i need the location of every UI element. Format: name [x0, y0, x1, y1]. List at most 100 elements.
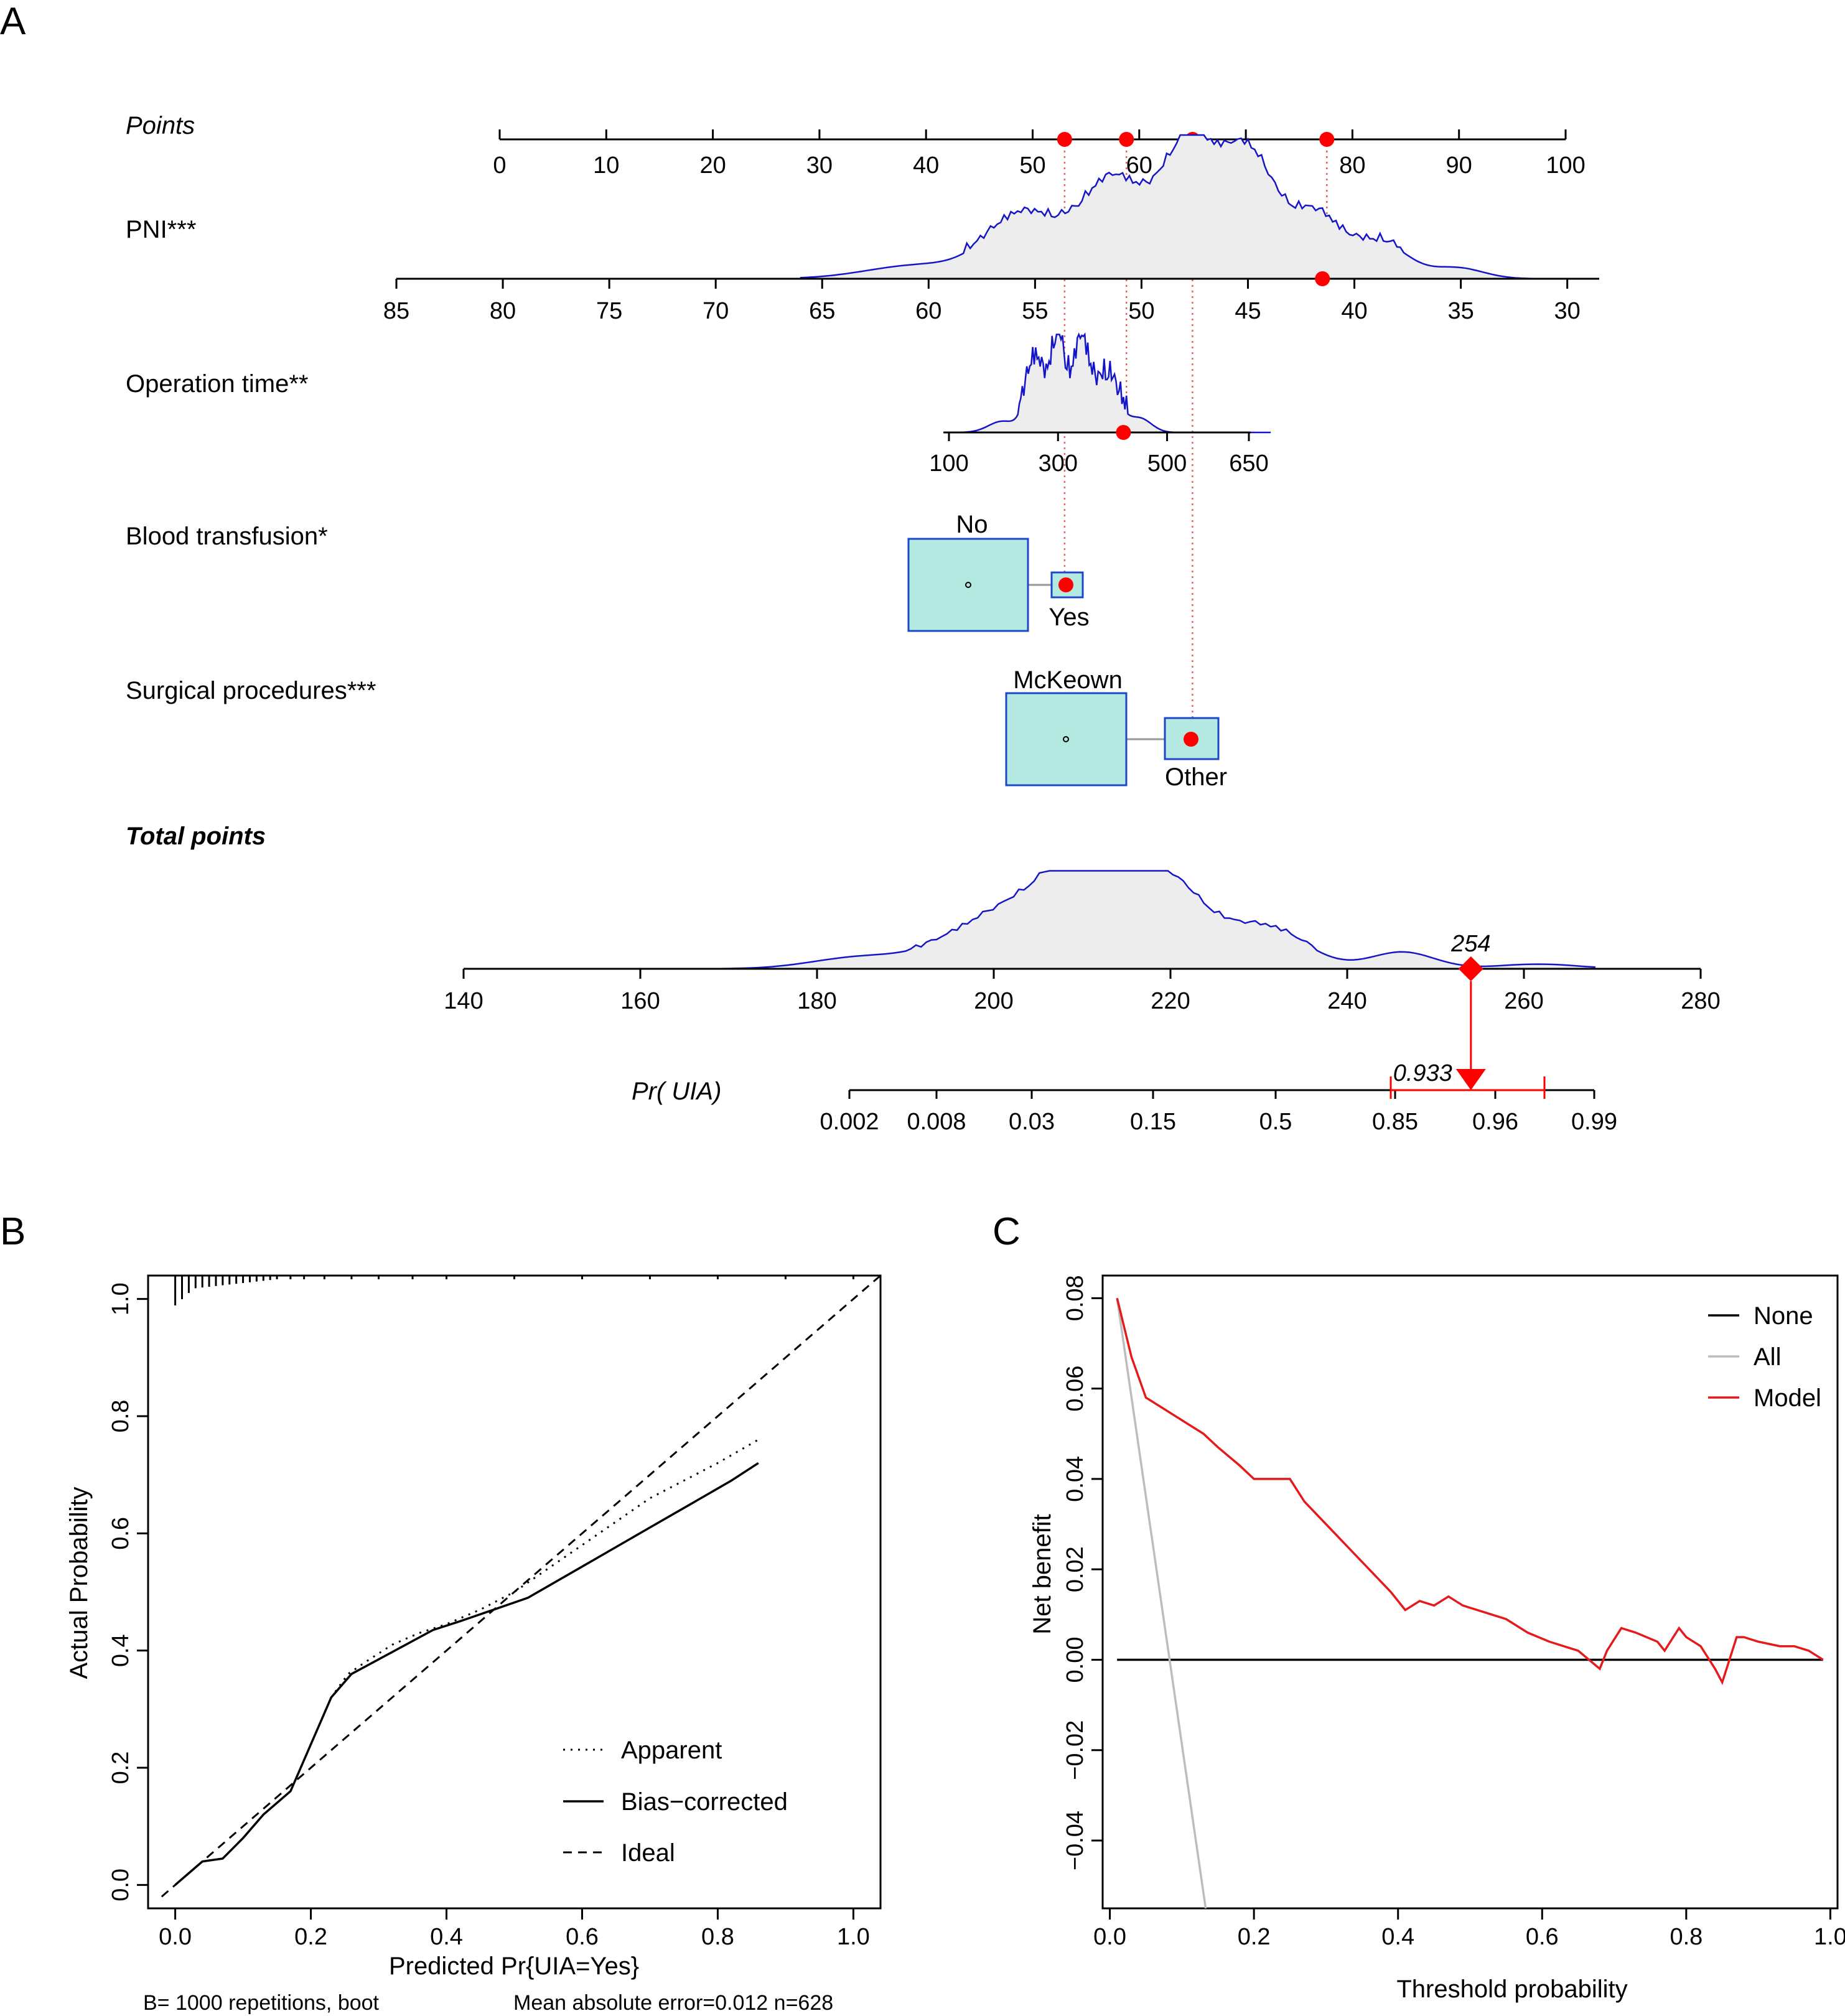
dca-y-tick-label: 0.02: [1062, 1546, 1088, 1592]
prob-tick-label: 0.99: [1571, 1109, 1617, 1135]
total-points-marker: [1458, 956, 1483, 981]
op-time-tick-label: 650: [1229, 450, 1268, 477]
surgery-marker: [1184, 732, 1198, 747]
total-points-tick-label: 200: [974, 988, 1013, 1014]
calibration-x-tick-label: 1.0: [837, 1924, 870, 1950]
legend-apparent-text: Apparent: [621, 1737, 722, 1764]
points-axis: 0102030405060708090100: [493, 129, 1586, 179]
dca-y-tick-label: 0.04: [1062, 1456, 1088, 1502]
blood-transfusion-boxes: No Yes: [907, 511, 1090, 632]
pni-tick-label: 85: [383, 298, 409, 324]
total-points-label: Total points: [126, 823, 266, 850]
points-marker: [1319, 132, 1335, 147]
dca-y-label: Net benefit: [1029, 1514, 1056, 1634]
pni-tick-label: 30: [1554, 298, 1581, 324]
legend-none-text: None: [1754, 1302, 1813, 1330]
surgery-label: Surgical procedures***: [126, 677, 376, 704]
panel-label-a: A: [0, 0, 26, 43]
total-points-value: 254: [1450, 931, 1490, 957]
dca-y-tick-label: 0.06: [1062, 1366, 1088, 1412]
calibration-x-tick-label: 0.6: [566, 1924, 599, 1950]
op-time-marker: [1116, 425, 1131, 440]
pni-tick-label: 65: [809, 298, 835, 324]
dca-x-label: Threshold probability: [1396, 1976, 1627, 2003]
prob-value: 0.933: [1393, 1060, 1452, 1086]
calibration-x-label: Predicted Pr{UIA=Yes}: [389, 1953, 639, 1980]
pni-tick-label: 75: [596, 298, 622, 324]
points-tick-label: 40: [913, 152, 939, 179]
blood-label: Blood transfusion*: [126, 523, 328, 550]
op-time-label: Operation time**: [126, 370, 308, 398]
calibration-series-ideal: [161, 1274, 881, 1898]
calibration-series-bias-corrected: [174, 1462, 759, 1886]
dca-x-tick-label: 1.0: [1814, 1924, 1845, 1950]
op-time-tick-label: 300: [1039, 450, 1078, 477]
points-tick-label: 50: [1019, 152, 1045, 179]
total-points-tick-label: 220: [1151, 988, 1190, 1014]
points-tick-label: 10: [593, 152, 619, 179]
surgery-other-box: [1164, 717, 1220, 760]
dca-x-tick-label: 0.2: [1238, 1924, 1271, 1950]
pni-marker: [1315, 271, 1330, 286]
points-tick-label: 30: [806, 152, 833, 179]
dca-y-tick-label: −0.02: [1062, 1720, 1088, 1780]
points-tick-label: 80: [1339, 152, 1365, 179]
total-points-tick-label: 180: [797, 988, 836, 1014]
dca-y-tick-label: 0.00: [1062, 1636, 1088, 1682]
prob-tick-label: 0.03: [1009, 1109, 1055, 1135]
op-time-density: [943, 332, 1271, 434]
op-time-tick-label: 500: [1147, 450, 1187, 477]
panel-label-c: C: [993, 1210, 1021, 1253]
points-tick-label: 90: [1446, 152, 1472, 179]
pni-tick-label: 70: [703, 298, 729, 324]
points-label: Points: [126, 112, 195, 139]
points-tick-label: 60: [1126, 152, 1152, 179]
calibration-y-tick-label: 0.8: [108, 1400, 134, 1433]
dca-legend: None All Model: [1708, 1302, 1821, 1412]
prob-tick-label: 0.96: [1472, 1109, 1518, 1135]
panel-label-b: B: [0, 1210, 26, 1253]
points-tick-label: 0: [493, 152, 506, 179]
calibration-legend: Apparent Bias−corrected Ideal: [563, 1737, 788, 1867]
calibration-x-tick-label: 0.4: [430, 1924, 463, 1950]
calibration-x-tick-label: 0.8: [701, 1924, 734, 1950]
pni-scale: 85 80 75 70 65 60 55 50 45 40 35 30: [383, 134, 1599, 324]
dca-x-tick-label: 0.0: [1093, 1924, 1126, 1950]
dca-y-tick-label: 0.08: [1062, 1275, 1088, 1321]
calibration-y-tick-label: 1.0: [108, 1282, 134, 1315]
calibration-series-apparent: [174, 1439, 759, 1886]
calibration-footer-left: B= 1000 repetitions, boot: [143, 1991, 380, 2015]
prob-tick-label: 0.008: [907, 1109, 966, 1135]
prob-tick-label: 0.85: [1372, 1109, 1418, 1135]
points-tick-label: 100: [1546, 152, 1585, 179]
pni-tick-label: 55: [1022, 298, 1048, 324]
calibration-y-tick-label: 0.6: [108, 1517, 134, 1550]
total-points-tick-label: 280: [1681, 988, 1720, 1014]
total-points-tick-label: 260: [1504, 988, 1543, 1014]
surgery-other-text: Other: [1165, 763, 1227, 791]
dca-series-model: [1116, 1297, 1824, 1686]
blood-marker: [1058, 577, 1073, 592]
calibration-content: 0.0 0.2 0.4 0.6 0.8 1.0 0.0 0.2 0.4 0.6 0.8 1.0: [108, 1274, 881, 1950]
dca-content: 0.0 0.2 0.4 0.6 0.8 1.0 −0.04 −0.02 0.00 0.02 0.04…: [1062, 1275, 1845, 1950]
probability-scale: 0.002 0.008 0.03 0.15 0.5 0.85 0.96 0.99 0.933: [820, 1060, 1617, 1135]
dca-x-tick-label: 0.8: [1670, 1924, 1703, 1950]
prob-tick-label: 0.5: [1259, 1109, 1292, 1135]
legend-bias-corrected-text: Bias−corrected: [621, 1788, 788, 1816]
pni-tick-label: 50: [1128, 298, 1154, 324]
pni-tick-label: 45: [1235, 298, 1261, 324]
blood-no-center: [965, 582, 971, 588]
calibration-y-tick-label: 0.0: [108, 1869, 134, 1902]
surgery-mckeown-text: McKeown: [1013, 666, 1123, 694]
total-points-scale: 140 160 180 200 220 240 260 280 254: [444, 870, 1721, 1070]
prob-marker-arrow: [1455, 1069, 1486, 1090]
total-points-density: [464, 870, 1595, 970]
prob-tick-label: 0.002: [820, 1109, 879, 1135]
total-points-tick-label: 160: [620, 988, 660, 1014]
pni-label: PNI***: [126, 216, 196, 243]
surgery-mckeown-box: [1005, 692, 1128, 786]
dca-x-tick-label: 0.6: [1526, 1924, 1559, 1950]
calibration-y-label: Actual Probability: [65, 1486, 93, 1679]
pni-tick-label: 35: [1447, 298, 1474, 324]
